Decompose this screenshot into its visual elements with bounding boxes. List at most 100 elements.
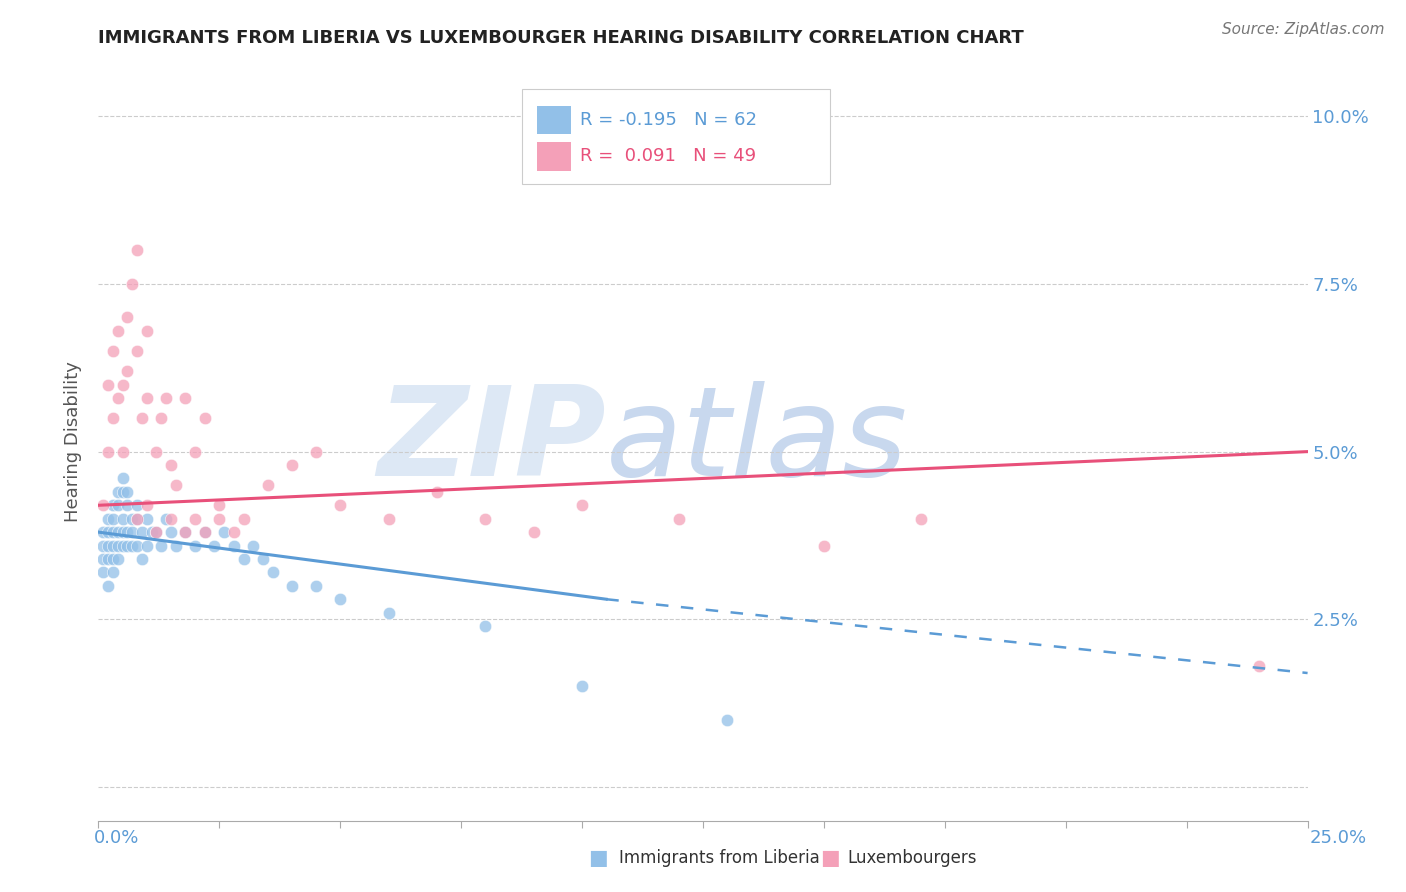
Point [121,525,143,540]
Point [262,566,284,580]
Point [107,552,129,566]
Point [194,525,217,540]
Point [97,579,120,593]
FancyBboxPatch shape [522,89,830,184]
Point [145,525,167,540]
Point [135,324,157,338]
Point [716,713,738,727]
Y-axis label: Hearing Disability: Hearing Disability [65,361,83,522]
Point [281,458,304,472]
Point [160,458,183,472]
Point [377,512,399,526]
Point [101,525,124,540]
Point [160,512,183,526]
Point [256,478,278,492]
Point [91,552,114,566]
Point [131,525,153,540]
Text: ZIP: ZIP [378,381,606,502]
Point [111,539,134,553]
Point [127,343,149,358]
Text: R =  0.091   N = 49: R = 0.091 N = 49 [579,147,756,165]
Point [141,525,163,540]
Point [117,525,139,540]
Point [155,512,177,526]
Point [232,552,254,566]
Point [107,525,129,540]
Point [150,411,173,425]
Point [117,539,139,553]
Point [97,512,120,526]
Point [155,391,177,405]
Point [208,512,231,526]
Point [127,539,149,553]
Point [305,444,328,458]
Point [117,310,139,325]
Text: 0.0%: 0.0% [94,829,139,847]
Point [184,539,207,553]
Text: 25.0%: 25.0% [1310,829,1367,847]
Point [111,525,134,540]
Point [329,592,352,607]
Point [208,498,231,512]
Text: Luxembourgers: Luxembourgers [848,849,977,867]
Point [523,525,546,540]
Point [184,512,207,526]
Text: Source: ZipAtlas.com: Source: ZipAtlas.com [1222,22,1385,37]
Point [91,525,114,540]
Point [97,539,120,553]
Point [194,411,217,425]
Text: Immigrants from Liberia: Immigrants from Liberia [619,849,820,867]
Point [222,539,245,553]
Point [97,377,120,392]
Point [474,512,496,526]
Point [668,512,690,526]
Point [204,539,226,553]
Point [174,391,197,405]
Point [160,525,183,540]
Point [101,498,124,512]
Point [281,579,304,593]
Point [150,539,173,553]
Point [165,539,187,553]
Point [107,539,129,553]
Point [97,525,120,540]
Point [127,512,149,526]
Point [107,498,129,512]
Point [232,512,254,526]
Point [97,552,120,566]
Point [242,539,264,553]
Point [101,539,124,553]
Point [252,552,274,566]
Point [135,512,157,526]
Point [101,343,124,358]
Point [222,525,245,540]
Point [107,484,129,499]
Text: ■: ■ [588,848,607,868]
Point [1249,659,1271,673]
Point [194,525,217,540]
Point [910,512,932,526]
Point [145,525,167,540]
Point [212,525,235,540]
Point [135,539,157,553]
Bar [537,105,571,135]
Point [101,552,124,566]
Point [91,566,114,580]
Point [131,411,153,425]
Point [329,498,352,512]
Point [184,444,207,458]
Point [174,525,197,540]
Point [111,484,134,499]
Point [571,498,593,512]
Point [111,471,134,485]
Point [377,606,399,620]
Point [107,324,129,338]
Point [101,512,124,526]
Text: atlas: atlas [606,381,908,502]
Point [91,539,114,553]
Point [135,391,157,405]
Point [571,680,593,694]
Point [813,539,835,553]
Point [474,619,496,633]
Point [97,444,120,458]
